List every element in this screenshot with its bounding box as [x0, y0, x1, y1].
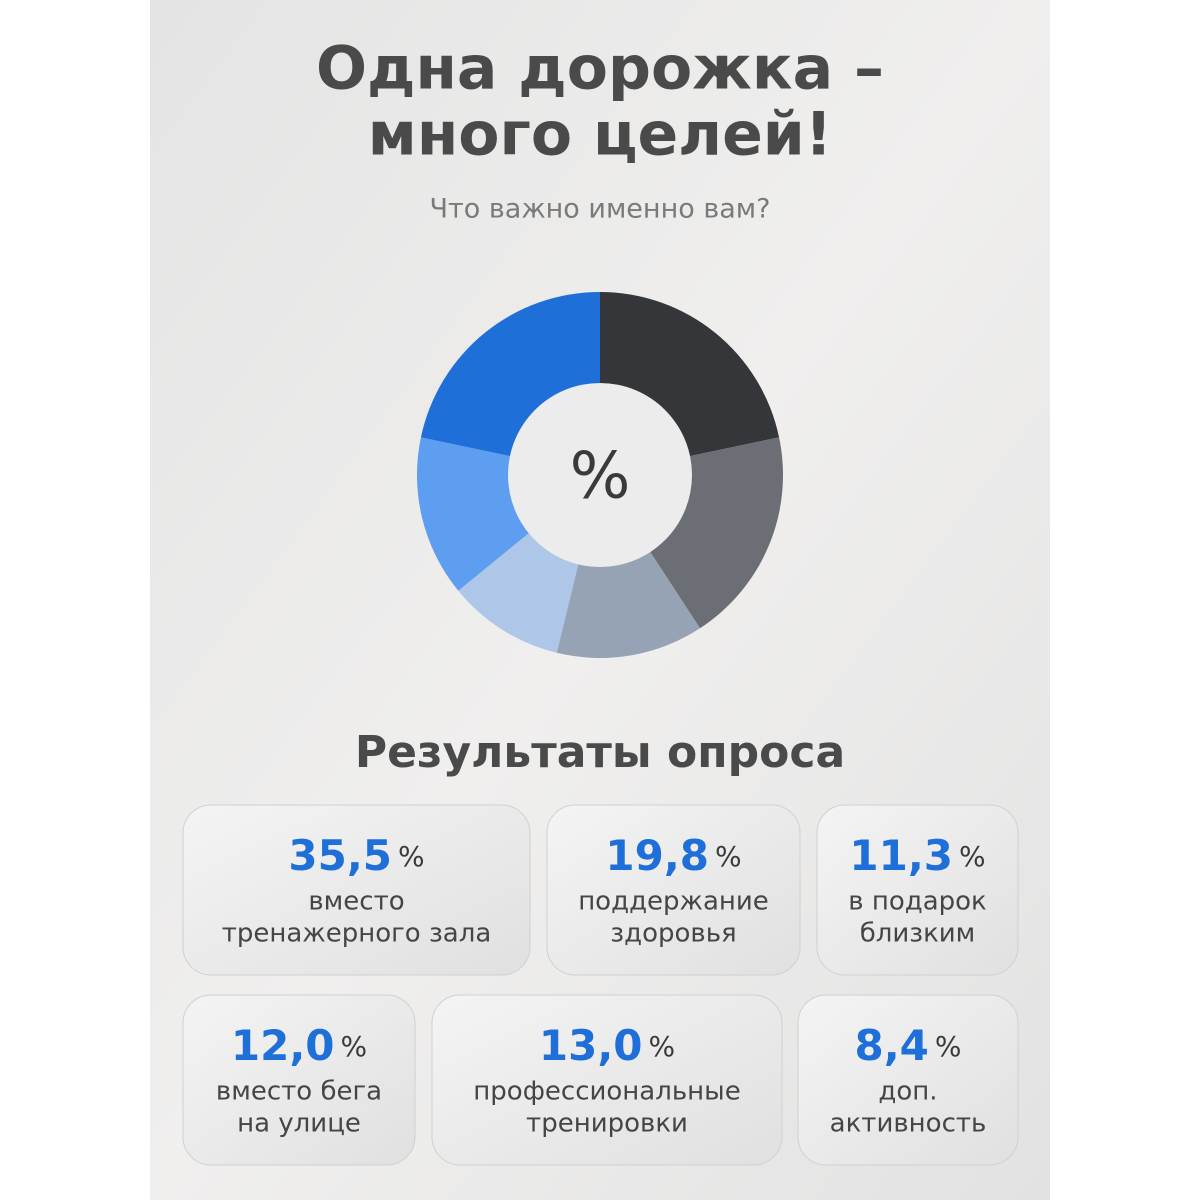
- value: 35,5: [288, 831, 392, 880]
- result-value: 8,4%: [854, 1021, 961, 1070]
- unit: %: [341, 1030, 368, 1063]
- result-label: здоровья: [610, 919, 736, 949]
- result-value: 19,8%: [605, 831, 741, 880]
- value: 12,0: [231, 1021, 335, 1070]
- result-label: близким: [860, 919, 976, 949]
- unit: %: [959, 840, 986, 873]
- result-card: [431, 994, 783, 1166]
- result-value: 13,0%: [539, 1021, 675, 1070]
- result-card: [546, 804, 801, 976]
- unit: %: [715, 840, 742, 873]
- result-label: профессиональные: [473, 1077, 740, 1107]
- unit: %: [398, 840, 425, 873]
- result-label: активность: [830, 1109, 987, 1139]
- section-title: Результаты опроса: [355, 727, 845, 778]
- result-label: тренировки: [526, 1109, 688, 1139]
- title: Одна дорожка –: [316, 34, 884, 104]
- result-label: доп.: [878, 1077, 937, 1107]
- result-label: на улице: [237, 1109, 361, 1139]
- unit: %: [649, 1030, 676, 1063]
- value: 11,3: [849, 831, 953, 880]
- value: 19,8: [605, 831, 709, 880]
- result-value: 11,3%: [849, 831, 985, 880]
- center-label: %: [570, 440, 631, 514]
- result-label: тренажерного зала: [222, 919, 492, 949]
- result-label: вместо: [308, 887, 404, 917]
- result-card: [816, 804, 1019, 976]
- donut-hole: [508, 383, 692, 567]
- title: много целей!: [368, 100, 832, 170]
- result-label: вместо бега: [216, 1077, 382, 1107]
- unit: %: [935, 1030, 962, 1063]
- result-card: [182, 804, 531, 976]
- result-card: [182, 994, 416, 1166]
- value: 8,4: [854, 1021, 928, 1070]
- result-label: поддержание: [578, 887, 769, 917]
- value: 13,0: [539, 1021, 643, 1070]
- result-card: [797, 994, 1019, 1166]
- subtitle: Что важно именно вам?: [430, 194, 771, 225]
- result-value: 35,5%: [288, 831, 424, 880]
- result-label: в подарок: [848, 887, 987, 917]
- result-value: 12,0%: [231, 1021, 367, 1070]
